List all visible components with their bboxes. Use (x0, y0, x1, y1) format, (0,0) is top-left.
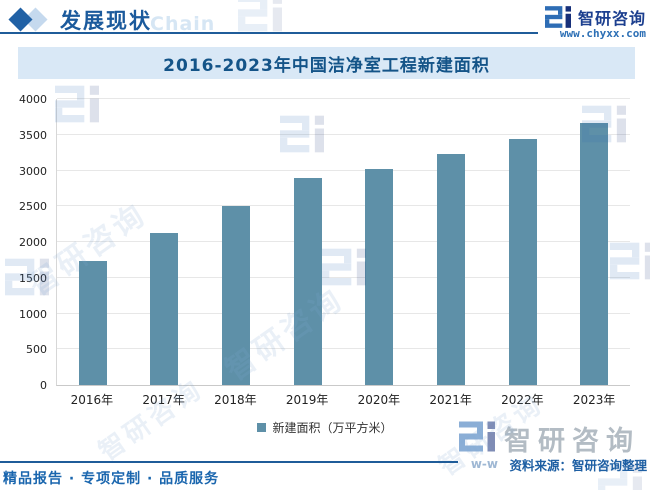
plot-area (56, 98, 630, 386)
x-tick-label: 2018年 (214, 393, 257, 407)
diamond-dark-shape (8, 7, 33, 32)
bar-slot (129, 99, 201, 385)
footer-slogan: 精品报告 · 专项定制 · 品质服务 (3, 471, 220, 487)
bar-2016年 (78, 260, 107, 385)
watermark-fragment: w-w (470, 457, 498, 471)
bar-slot (558, 99, 630, 385)
header: 发展现状 (8, 5, 152, 35)
bar-2020年 (365, 169, 394, 385)
y-axis: 0 500 1000 1500 2000 2500 3000 3500 4000 (0, 93, 56, 392)
y-tick-label: 2000 (19, 236, 47, 249)
legend-square-icon (257, 423, 267, 432)
gridline (57, 205, 630, 207)
bar-2023年 (580, 122, 609, 385)
gridline (57, 98, 630, 99)
y-tick-label: 1500 (19, 271, 47, 285)
bar-slot (415, 99, 487, 385)
gridline (57, 241, 630, 242)
header-divider (0, 32, 538, 34)
x-tick-label: 2017年 (142, 393, 185, 407)
watermark-logo-icon (459, 421, 495, 456)
chain-watermark-text: Chain (150, 13, 216, 35)
watermark-logo-icon (238, 0, 282, 36)
bar-2017年 (150, 233, 179, 385)
bar-2019年 (293, 178, 322, 385)
x-tick-label: 2022年 (501, 393, 544, 407)
source-divider (0, 461, 458, 463)
bar-slot (272, 99, 344, 385)
y-tick-label: 500 (26, 343, 47, 357)
y-tick-label: 4000 (19, 93, 47, 106)
brand-name: 智研咨询 (577, 9, 646, 28)
bar-2022年 (508, 139, 537, 385)
y-tick-label: 0 (40, 379, 47, 392)
x-tick-label: 2021年 (429, 393, 472, 407)
bar-2018年 (222, 205, 251, 385)
gridline (57, 169, 630, 171)
x-axis: 2016年 2017年 2018年 2019年 2020年 2021年 2022年 2023年 (56, 391, 630, 408)
chart-title: 2016-2023年中国洁净室工程新建面积 (163, 55, 490, 76)
bar-2021年 (436, 154, 465, 385)
y-tick-label: 2500 (19, 200, 47, 214)
y-tick-label: 3000 (19, 164, 47, 178)
gridline (57, 276, 630, 278)
chart-title-band: 2016-2023年中国洁净室工程新建面积 (18, 47, 635, 79)
x-tick-label: 2016年 (70, 393, 114, 407)
website-url: www.chyxx.com (559, 27, 646, 40)
gridline (57, 312, 630, 314)
bar-chart: 0 500 1000 1500 2000 2500 3000 3500 4000 2016年 20… (0, 93, 650, 436)
gridline (57, 348, 630, 350)
legend: 新建面积（万平方米） (0, 419, 650, 436)
y-tick-label: 3500 (19, 128, 47, 142)
x-tick-label: 2020年 (357, 393, 401, 407)
bar-slot (487, 99, 559, 385)
zhiyan-logo-icon (544, 6, 571, 28)
bar-slot (57, 99, 129, 385)
bar-slot (344, 99, 416, 385)
gridline (57, 133, 630, 135)
diamond-icon (8, 7, 52, 33)
bottom-watermark: 智研咨询 (459, 419, 640, 458)
x-tick-label: 2019年 (285, 393, 329, 407)
legend-label: 新建面积（万平方米） (272, 421, 393, 435)
x-tick-label: 2023年 (572, 393, 616, 407)
bar-slot (200, 99, 272, 385)
source-text: 资料来源：智研咨询整理 (509, 458, 647, 473)
section-title: 发展现状 (60, 9, 152, 33)
y-tick-label: 1000 (19, 307, 47, 321)
brand-block: 智研咨询 (544, 5, 646, 29)
watermark-brand-large: 智研咨询 (504, 426, 640, 457)
